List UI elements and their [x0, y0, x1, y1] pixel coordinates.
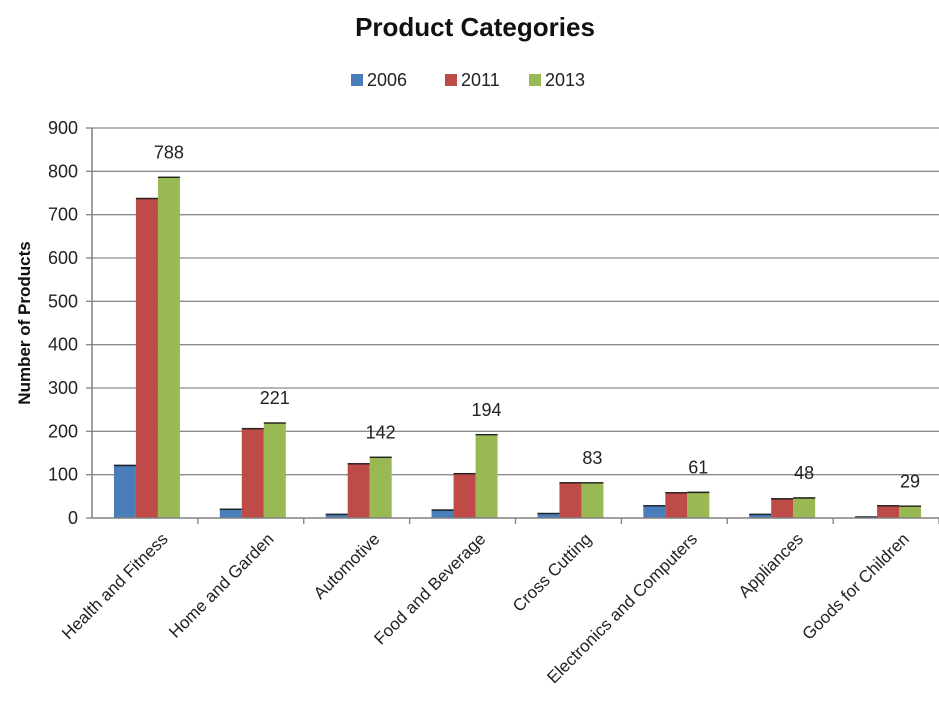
bar-2013 [793, 497, 816, 518]
bar-2011 [453, 472, 476, 518]
chart-title: Product Categories [355, 12, 595, 42]
y-tick-label: 900 [48, 118, 78, 138]
chart-gridlines [92, 127, 939, 476]
bar-2006 [643, 505, 666, 518]
y-tick-label: 100 [48, 465, 78, 485]
bar-2006 [537, 512, 560, 518]
data-label: 788 [154, 143, 184, 163]
x-category-label: Goods for Children [799, 529, 913, 643]
bar-2011 [135, 197, 158, 518]
bar-2006 [749, 513, 772, 518]
x-category-label: Cross Cutting [509, 529, 595, 615]
bar-2006 [113, 464, 136, 518]
y-tick-label: 500 [48, 291, 78, 311]
legend-label: 2011 [461, 70, 500, 90]
y-tick-label: 0 [68, 508, 78, 528]
bar-2006 [219, 508, 242, 518]
bar-2013 [581, 482, 604, 518]
x-category-label: Health and Fitness [58, 529, 172, 643]
legend-swatch-2006 [351, 74, 363, 86]
data-label: 221 [260, 388, 290, 408]
legend-swatch-2013 [529, 74, 541, 86]
data-label: 83 [582, 448, 602, 468]
legend-swatch-2011 [445, 74, 457, 86]
bar-2006 [325, 513, 348, 518]
bar-2013 [687, 491, 710, 518]
chart-bars [113, 176, 922, 519]
bar-2011 [665, 492, 688, 518]
bar-2006 [431, 509, 454, 518]
bar-2011 [559, 482, 582, 518]
chart-legend: 2006 2011 2013 [351, 70, 585, 90]
legend-label: 2013 [545, 70, 585, 90]
data-label: 48 [794, 463, 814, 483]
bar-2011 [241, 427, 264, 518]
y-tick-label: 700 [48, 205, 78, 225]
y-tick-label: 200 [48, 421, 78, 441]
data-label: 142 [366, 422, 396, 442]
data-label: 61 [688, 458, 708, 478]
bar-2013 [263, 422, 286, 518]
bar-2013 [899, 505, 922, 518]
y-tick-label: 600 [48, 248, 78, 268]
bar-2013 [475, 433, 498, 518]
data-label: 29 [900, 471, 920, 491]
bar-2013 [369, 456, 392, 518]
y-axis-label: Number of Products [15, 241, 34, 404]
y-tick-label: 800 [48, 161, 78, 181]
x-category-label: Home and Garden [165, 529, 277, 641]
legend-label: 2006 [367, 70, 407, 90]
y-tick-label: 400 [48, 335, 78, 355]
bar-2011 [347, 462, 370, 518]
x-category-label: Automotive [310, 529, 384, 603]
bar-2013 [157, 176, 180, 519]
x-category-label: Food and Beverage [370, 529, 489, 648]
data-labels: 788 221 142 194 83 61 48 29 [154, 143, 920, 492]
y-axis-ticks: 0 100 200 300 400 500 600 700 800 900 [48, 118, 92, 528]
x-category-label: Appliances [735, 529, 807, 601]
y-tick-label: 300 [48, 378, 78, 398]
data-label: 194 [472, 400, 502, 420]
bar-2011 [771, 498, 794, 518]
bar-2011 [877, 505, 900, 518]
